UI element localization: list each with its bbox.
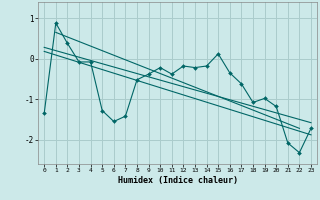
X-axis label: Humidex (Indice chaleur): Humidex (Indice chaleur)	[118, 176, 238, 185]
